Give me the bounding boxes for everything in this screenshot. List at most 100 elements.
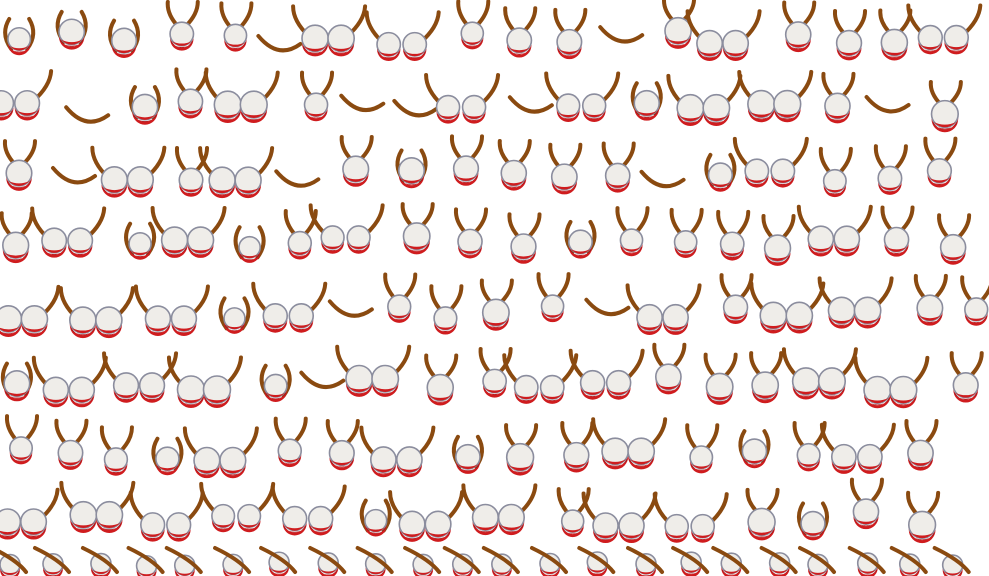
drum-10: [556, 28, 583, 60]
drumstick-arc: [711, 546, 750, 574]
drum-75-b: [288, 302, 315, 333]
drum-22-a: [213, 90, 242, 123]
drum-94-a: [345, 364, 374, 397]
pattern-row-8: [0, 477, 941, 544]
drumstick-right: [183, 0, 200, 29]
drumstick-right: [237, 1, 254, 31]
drum-119: [796, 442, 821, 472]
drumstick-right: [566, 142, 583, 171]
drum-83: [722, 294, 749, 325]
drumstick-left: [478, 347, 493, 376]
drum-18-b: [13, 89, 41, 121]
drumstick-left: [174, 67, 189, 96]
drum-edge-156: [856, 552, 879, 576]
drum-edge-138: [42, 553, 64, 576]
drum-112-a: [369, 446, 397, 478]
drumstick-arc: [259, 546, 298, 574]
drumstick-right: [318, 70, 335, 100]
drumstick-arc: [274, 169, 321, 188]
drumstick-arc: [577, 546, 616, 574]
drum-edge-154: [768, 552, 791, 576]
drumstick-arc: [797, 546, 836, 574]
drumstick-left: [960, 275, 975, 304]
drum-132-a: [664, 513, 690, 543]
drumstick-right: [703, 423, 720, 453]
drum-102-a: [791, 367, 821, 400]
drum-30-a: [676, 93, 705, 127]
drumstick-right: [670, 342, 687, 371]
drum-89-a: [42, 376, 70, 408]
drum-3: [169, 21, 195, 51]
drumstick-arc: [889, 546, 928, 574]
drum-116-b: [627, 437, 656, 470]
drumstick-right: [578, 421, 595, 449]
drumstick-right: [525, 212, 542, 240]
drumstick-right: [836, 146, 853, 176]
drum-64: [619, 228, 644, 257]
drumstick-arc: [403, 546, 442, 574]
drum-54-a: [41, 227, 68, 258]
drum-89-b: [68, 376, 96, 408]
drum-134: [800, 510, 826, 541]
drumstick-left: [669, 207, 684, 237]
drumstick-left: [685, 423, 700, 453]
drumstick-left: [299, 70, 315, 100]
drum-71-a: [0, 305, 23, 337]
drum-38: [178, 167, 204, 197]
drum-23: [303, 92, 329, 122]
drum-26-a: [435, 94, 461, 124]
drumstick-arc: [0, 549, 28, 574]
drum-82-b: [662, 303, 689, 335]
drum-60: [402, 222, 431, 255]
drumstick-left: [923, 136, 938, 165]
drum-2: [110, 27, 138, 58]
drum-4: [223, 23, 248, 52]
drumstick-arc: [584, 297, 631, 317]
drum-71-b: [20, 305, 49, 337]
drumstick-left: [716, 209, 731, 239]
drumstick-right: [941, 136, 958, 165]
drum-43: [452, 155, 480, 186]
drumstick-arc: [507, 95, 554, 114]
drum-92: [263, 373, 288, 402]
drum-54-b: [67, 227, 94, 258]
drumstick-right: [521, 6, 538, 35]
drum-111: [328, 439, 355, 471]
drumstick-arc: [213, 546, 252, 574]
drum-132-b: [690, 513, 716, 543]
drumstick-arc: [355, 546, 394, 574]
drumstick-arc: [308, 546, 347, 574]
drum-86: [916, 294, 944, 326]
drumstick-left: [456, 0, 471, 29]
drum-94-b: [371, 364, 400, 397]
drumstick-right: [967, 351, 984, 379]
drum-80: [540, 294, 565, 323]
drum-62: [510, 233, 537, 264]
drumstick-left: [383, 272, 398, 302]
drum-31-a: [747, 89, 776, 123]
drum-44: [500, 159, 528, 191]
drum-72-b: [95, 306, 123, 339]
drumstick-arc: [529, 546, 568, 574]
drum-49-a: [744, 158, 770, 188]
drumstick-arc: [442, 546, 481, 574]
drum-78: [433, 306, 458, 335]
drum-30-b: [702, 93, 731, 127]
drum-122-b: [19, 508, 48, 540]
drum-73-a: [144, 305, 172, 337]
drum-127: [364, 508, 388, 537]
drum-59-b: [346, 225, 371, 254]
drum-9: [506, 27, 533, 58]
drumstick-arc: [671, 546, 710, 574]
drumstick-right: [851, 8, 868, 37]
drumstick-right: [898, 205, 915, 234]
drum-84-b: [785, 301, 814, 334]
pattern-row-bottom-edge: [0, 546, 971, 576]
drum-107: [103, 447, 129, 476]
drumstick-arc: [32, 546, 71, 574]
drumstick-arc: [339, 93, 386, 113]
drum-126-a: [281, 505, 308, 536]
drum-26-b: [461, 94, 487, 124]
drumstick-arc: [126, 546, 165, 574]
drumstick-arc: [51, 166, 98, 185]
